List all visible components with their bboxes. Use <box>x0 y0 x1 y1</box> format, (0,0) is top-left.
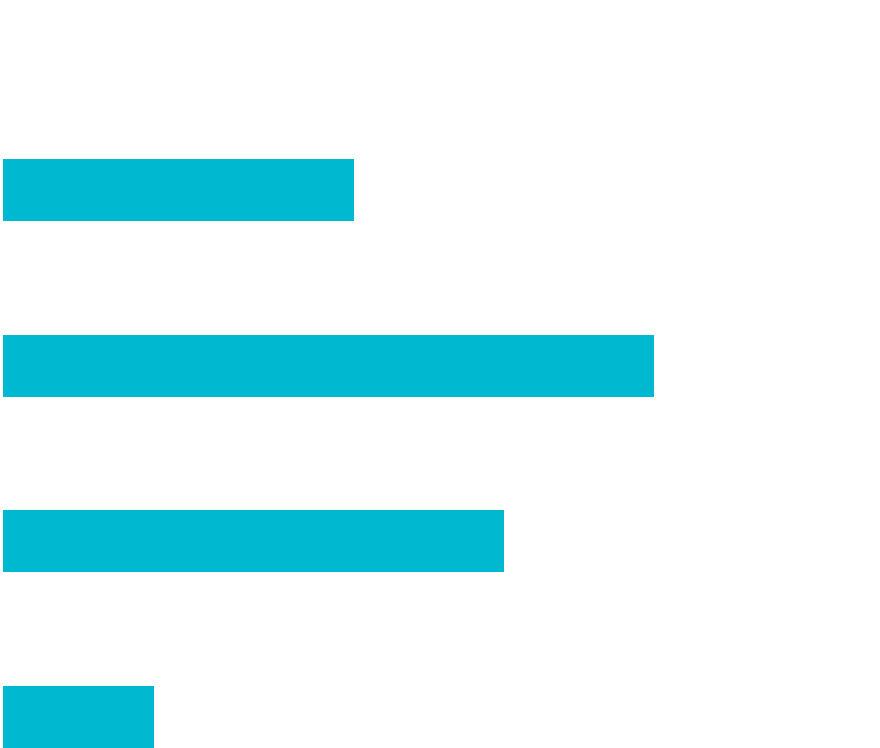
menu-line-4 <box>3 686 154 748</box>
menu-line-2 <box>3 335 654 397</box>
menu-line-3 <box>3 510 504 572</box>
menu-line-1 <box>3 159 354 221</box>
